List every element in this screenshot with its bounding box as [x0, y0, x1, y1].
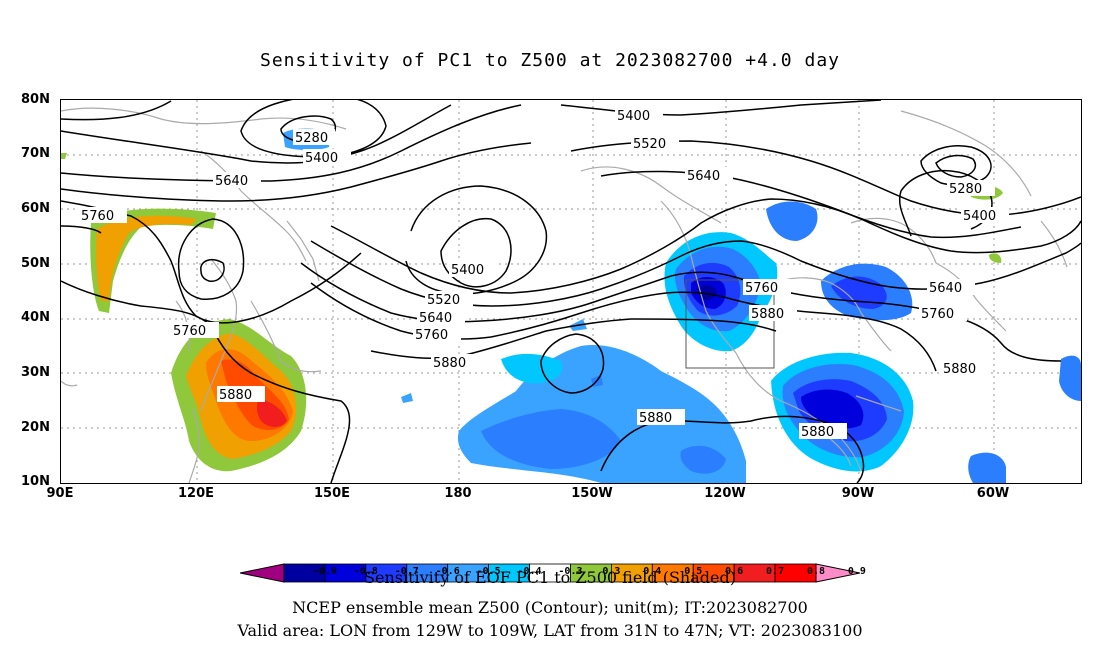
lon-tick-120e: 120E	[177, 486, 215, 501]
contour-label-5880: 5880	[219, 388, 252, 403]
lat-tick-40n: 40N	[21, 310, 50, 325]
colorbar-tick-label: 0.3	[602, 566, 621, 577]
contour-label-5520: 5520	[633, 137, 666, 152]
contour-label-5760: 5760	[415, 328, 448, 343]
colorbar-tick-label: 0.7	[766, 566, 785, 577]
contour-label-5400: 5400	[617, 109, 650, 124]
contour-label-5760: 5760	[921, 307, 954, 322]
lat-tick-10n: 10N	[21, 474, 50, 489]
colorbar-max-triangle	[815, 563, 860, 583]
lat-tick-30n: 30N	[21, 365, 50, 380]
contour-label-5760: 5760	[81, 209, 114, 224]
map-canvas: 5400 5280 5400 5520 5640 5280 5400 5640 …	[61, 100, 1081, 483]
contour-label-5880: 5880	[801, 425, 834, 440]
lat-tick-50n: 50N	[21, 256, 50, 271]
colorbar-tick-label: -0.4	[517, 566, 542, 577]
colorbar-tick-label: -0.3	[558, 566, 583, 577]
lon-tick-180: 180	[444, 486, 472, 501]
contour-label-5880: 5880	[433, 356, 466, 371]
contour-label-5760: 5760	[745, 281, 778, 296]
contour-label-5640: 5640	[687, 169, 720, 184]
colorbar-tick-label: 0.9	[847, 566, 866, 577]
map-panel: 5400 5280 5400 5520 5640 5280 5400 5640 …	[60, 99, 1082, 484]
colorbar-tick-label: 0.8	[806, 566, 826, 577]
lat-tick-80n: 80N	[21, 92, 50, 107]
colorbar-tick-label: -0.7	[394, 566, 419, 577]
colorbar	[240, 563, 860, 583]
map-title: Sensitivity of PC1 to Z500 at 2023082700…	[259, 50, 840, 71]
contour-label-5640: 5640	[215, 174, 248, 189]
lon-tick-90w: 90W	[841, 486, 875, 501]
contour-label-5280: 5280	[295, 131, 328, 146]
colorbar-tick-label: 0.4	[643, 566, 662, 577]
contour-label-5880: 5880	[943, 362, 976, 377]
caption-valid-area: Valid area: LON from 129W to 109W, LAT f…	[237, 621, 863, 640]
colorbar-tick-label: 0.5	[684, 566, 703, 577]
contour-label-5640: 5640	[929, 281, 962, 296]
colorbar-tick-label: -0.9	[312, 566, 337, 577]
contour-label-5400: 5400	[305, 151, 338, 166]
contour-label-5520: 5520	[427, 293, 460, 308]
contour-label-5880: 5880	[751, 307, 784, 322]
contour-label-5880: 5880	[639, 411, 672, 426]
caption-shaded: Sensitivity of EOF PC1 to Z500 field (Sh…	[364, 568, 736, 587]
contour-label-5760: 5760	[173, 324, 206, 339]
colorbar-tick-label: 0.6	[725, 566, 744, 577]
lon-tick-150w: 150W	[571, 486, 613, 501]
contour-labels: 5400 5280 5400 5520 5640 5280 5400 5640 …	[79, 107, 1009, 440]
lon-tick-60w: 60W	[976, 486, 1010, 501]
contour-label-5640: 5640	[419, 311, 452, 326]
lon-tick-120w: 120W	[704, 486, 746, 501]
contour-label-5400: 5400	[963, 209, 996, 224]
valid-area-box	[685, 279, 775, 369]
caption-contour: NCEP ensemble mean Z500 (Contour); unit(…	[292, 598, 808, 617]
lon-tick-90e: 90E	[46, 486, 74, 501]
colorbar-tick-label: -0.5	[476, 566, 501, 577]
contour-label-5280: 5280	[949, 182, 982, 197]
lat-tick-20n: 20N	[21, 420, 50, 435]
lon-tick-150e: 150E	[313, 486, 351, 501]
colorbar-tick-label: -0.6	[435, 566, 460, 577]
lat-tick-60n: 60N	[21, 201, 50, 216]
contour-label-5400: 5400	[451, 263, 484, 278]
lat-tick-70n: 70N	[21, 146, 50, 161]
colorbar-tick-label: -0.8	[353, 566, 378, 577]
